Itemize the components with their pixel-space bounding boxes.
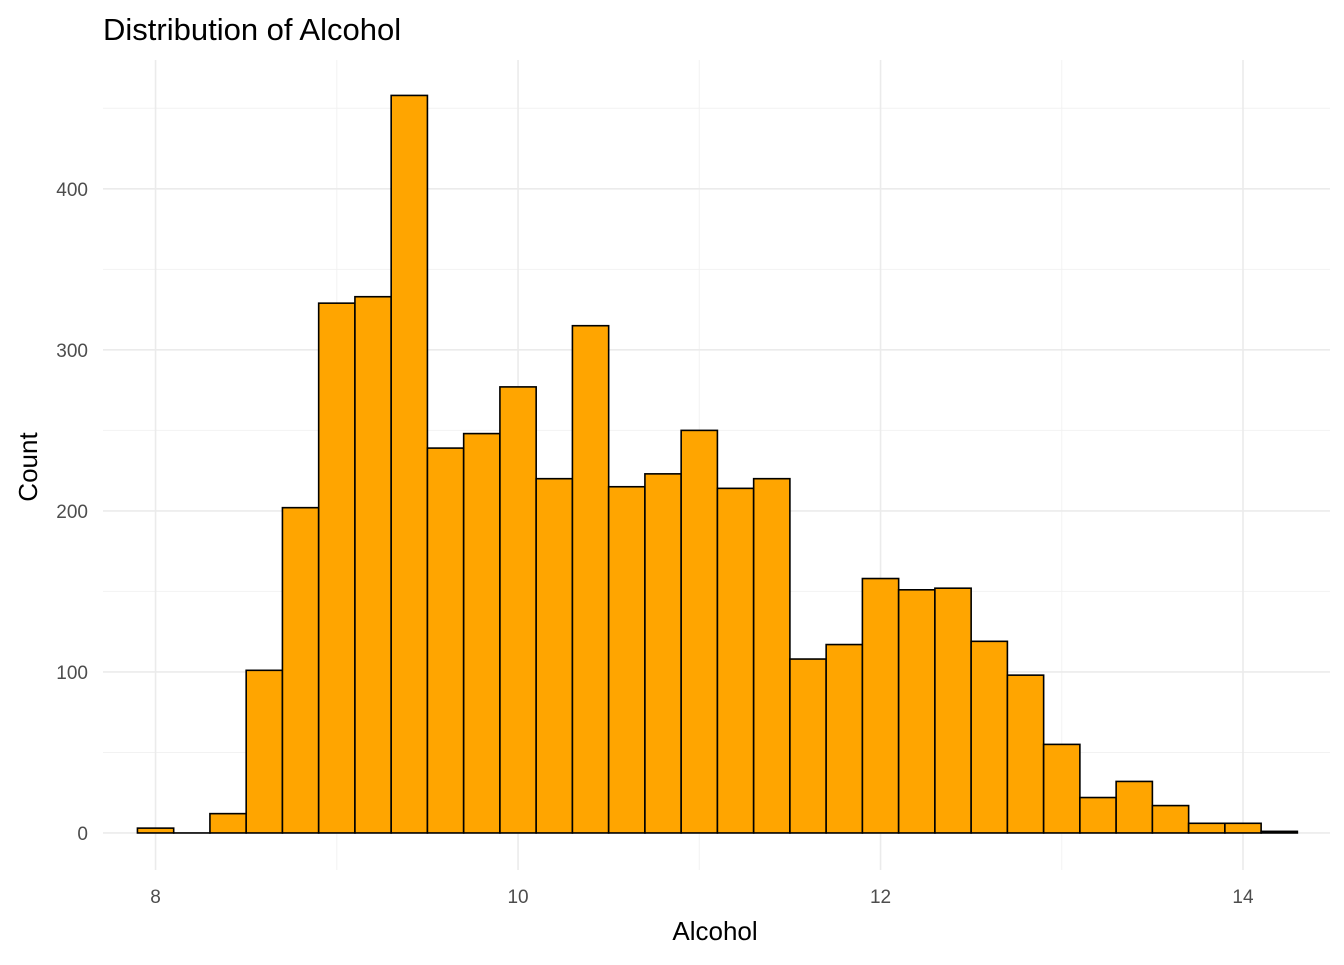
histogram-bar — [681, 430, 717, 833]
bars — [137, 95, 1297, 833]
histogram-bar — [754, 479, 790, 833]
y-tick-label: 100 — [56, 663, 88, 684]
histogram-bar — [1116, 781, 1152, 833]
histogram-bar — [1261, 831, 1297, 833]
histogram-bar — [1189, 823, 1225, 833]
histogram-bar — [971, 641, 1007, 833]
histogram-bar — [1007, 675, 1043, 833]
histogram-bar — [717, 488, 753, 833]
histogram-bar — [609, 487, 645, 833]
histogram-bar — [282, 508, 318, 833]
y-tick-label: 400 — [56, 180, 88, 201]
histogram-bar — [1225, 823, 1261, 833]
histogram-bar — [1152, 806, 1188, 833]
histogram-bar — [826, 645, 862, 833]
histogram-bar — [1044, 744, 1080, 833]
histogram-bar — [862, 579, 898, 833]
x-axis-title: Alcohol — [672, 916, 757, 946]
y-tick-label: 300 — [56, 341, 88, 362]
histogram-bar — [319, 303, 355, 833]
histogram-bar — [464, 434, 500, 833]
y-axis-ticks: 0 100 200 300 400 — [56, 180, 88, 845]
y-axis-title: Count — [13, 432, 43, 502]
x-axis-ticks: 8 10 12 14 — [150, 887, 1254, 908]
histogram-bar — [137, 828, 173, 833]
histogram-bar — [572, 326, 608, 833]
x-tick-label: 10 — [507, 887, 528, 908]
histogram-bar — [391, 95, 427, 833]
chart-title: Distribution of Alcohol — [103, 12, 401, 47]
histogram-bar — [355, 297, 391, 833]
histogram-bar — [790, 659, 826, 833]
histogram-bar — [935, 588, 971, 833]
histogram-bar — [246, 670, 282, 833]
histogram-bar — [210, 814, 246, 833]
histogram-bar — [500, 387, 536, 833]
x-tick-label: 8 — [150, 887, 161, 908]
histogram-bar — [645, 474, 681, 833]
y-tick-label: 0 — [77, 824, 88, 845]
histogram-bar — [427, 448, 463, 833]
x-tick-label: 14 — [1232, 887, 1254, 908]
histogram-bar — [1080, 798, 1116, 833]
histogram-bar — [899, 590, 935, 833]
y-tick-label: 200 — [56, 502, 88, 523]
histogram-bar — [536, 479, 572, 833]
x-tick-label: 12 — [870, 887, 891, 908]
